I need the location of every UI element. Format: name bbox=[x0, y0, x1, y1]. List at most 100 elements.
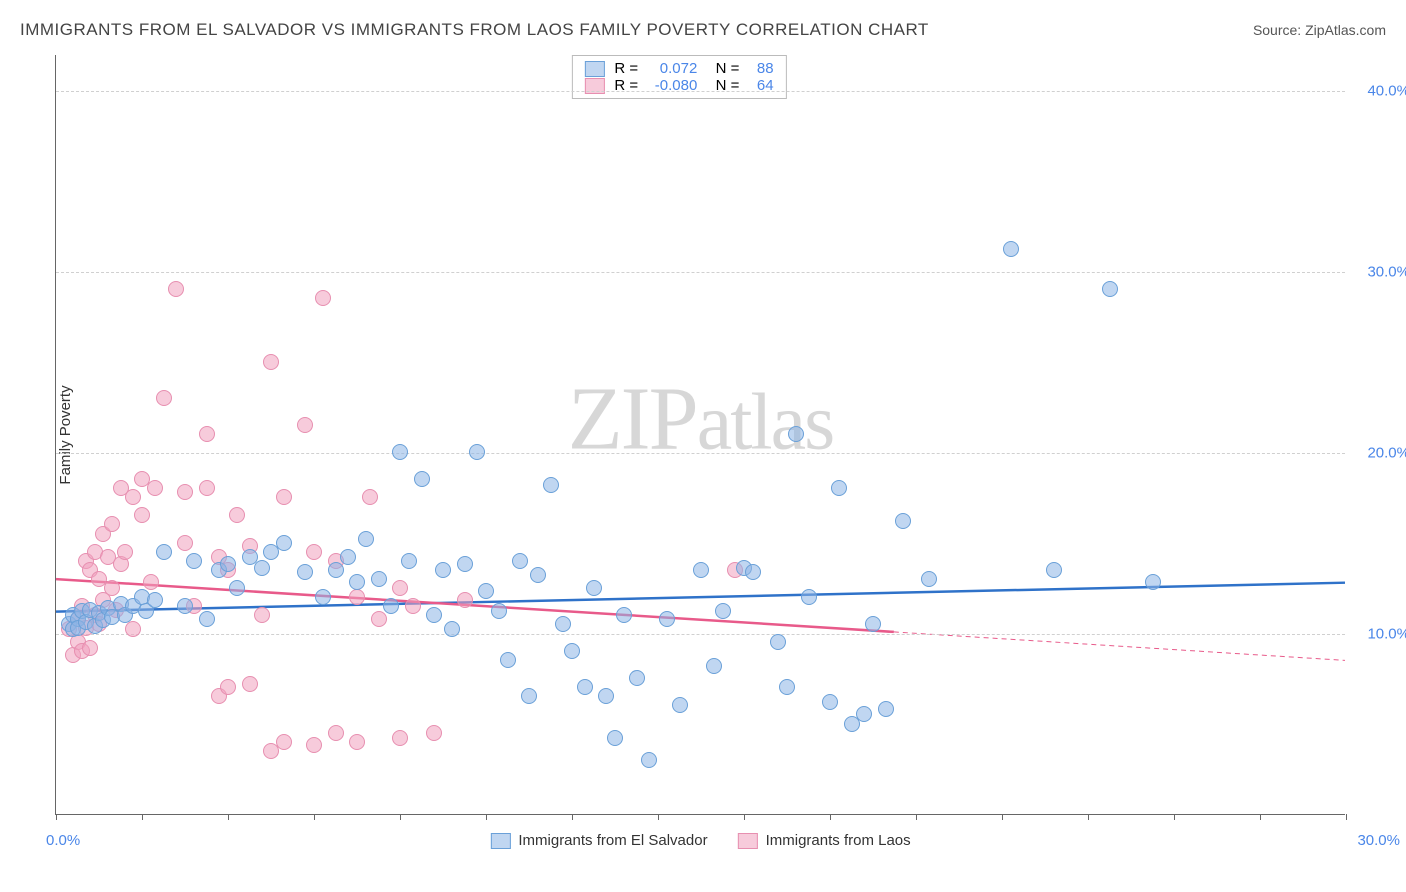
series-legend: Immigrants from El Salvador Immigrants fr… bbox=[490, 832, 910, 849]
data-point-el_salvador bbox=[340, 549, 356, 565]
data-point-el_salvador bbox=[607, 730, 623, 746]
data-point-el_salvador bbox=[297, 564, 313, 580]
data-point-laos bbox=[125, 489, 141, 505]
data-point-laos bbox=[328, 725, 344, 741]
data-point-el_salvador bbox=[706, 658, 722, 674]
data-point-el_salvador bbox=[715, 603, 731, 619]
series-label: Immigrants from Laos bbox=[766, 832, 911, 849]
y-axis-title: Family Poverty bbox=[57, 385, 74, 484]
x-tick bbox=[142, 814, 143, 820]
data-point-laos bbox=[82, 640, 98, 656]
y-tick-label: 30.0% bbox=[1367, 264, 1406, 281]
data-point-el_salvador bbox=[521, 688, 537, 704]
series-legend-item-el_salvador: Immigrants from El Salvador bbox=[490, 832, 707, 849]
data-point-laos bbox=[276, 489, 292, 505]
data-point-laos bbox=[315, 290, 331, 306]
data-point-el_salvador bbox=[555, 616, 571, 632]
data-point-el_salvador bbox=[254, 560, 270, 576]
data-point-laos bbox=[405, 598, 421, 614]
data-point-laos bbox=[220, 679, 236, 695]
x-tick bbox=[1174, 814, 1175, 820]
trend-lines-layer bbox=[56, 55, 1345, 814]
data-point-laos bbox=[125, 621, 141, 637]
x-tick bbox=[916, 814, 917, 820]
legend-swatch bbox=[584, 61, 604, 77]
data-point-laos bbox=[426, 725, 442, 741]
data-point-laos bbox=[306, 737, 322, 753]
data-point-el_salvador bbox=[328, 562, 344, 578]
n-value: N = 88 bbox=[707, 60, 773, 77]
data-point-el_salvador bbox=[435, 562, 451, 578]
data-point-el_salvador bbox=[543, 477, 559, 493]
data-point-laos bbox=[229, 507, 245, 523]
data-point-el_salvador bbox=[659, 611, 675, 627]
data-point-laos bbox=[349, 734, 365, 750]
data-point-el_salvador bbox=[383, 598, 399, 614]
y-tick-label: 20.0% bbox=[1367, 445, 1406, 462]
y-tick-label: 10.0% bbox=[1367, 626, 1406, 643]
y-tick-label: 40.0% bbox=[1367, 83, 1406, 100]
data-point-el_salvador bbox=[401, 553, 417, 569]
gridline bbox=[56, 634, 1345, 635]
data-point-el_salvador bbox=[512, 553, 528, 569]
data-point-el_salvador bbox=[349, 574, 365, 590]
data-point-el_salvador bbox=[672, 697, 688, 713]
x-tick bbox=[486, 814, 487, 820]
source-prefix: Source: bbox=[1253, 22, 1305, 38]
stats-legend-row-el_salvador: R = 0.072 N = 88 bbox=[584, 60, 773, 77]
data-point-el_salvador bbox=[577, 679, 593, 695]
data-point-el_salvador bbox=[469, 444, 485, 460]
x-axis-min-label: 0.0% bbox=[46, 832, 80, 849]
data-point-el_salvador bbox=[478, 583, 494, 599]
gridline bbox=[56, 272, 1345, 273]
series-legend-item-laos: Immigrants from Laos bbox=[738, 832, 911, 849]
series-label: Immigrants from El Salvador bbox=[518, 832, 707, 849]
data-point-el_salvador bbox=[1003, 241, 1019, 257]
data-point-el_salvador bbox=[693, 562, 709, 578]
data-point-el_salvador bbox=[358, 531, 374, 547]
data-point-laos bbox=[199, 480, 215, 496]
stats-legend: R = 0.072 N = 88R = -0.080 N = 64 bbox=[571, 55, 786, 99]
data-point-el_salvador bbox=[801, 589, 817, 605]
data-point-el_salvador bbox=[822, 694, 838, 710]
data-point-laos bbox=[276, 734, 292, 750]
data-point-laos bbox=[143, 574, 159, 590]
data-point-el_salvador bbox=[156, 544, 172, 560]
data-point-laos bbox=[117, 544, 133, 560]
x-tick bbox=[314, 814, 315, 820]
watermark: ZIPatlas bbox=[568, 368, 834, 471]
data-point-el_salvador bbox=[1102, 281, 1118, 297]
data-point-el_salvador bbox=[371, 571, 387, 587]
data-point-laos bbox=[457, 592, 473, 608]
data-point-laos bbox=[349, 589, 365, 605]
data-point-el_salvador bbox=[856, 706, 872, 722]
data-point-el_salvador bbox=[641, 752, 657, 768]
data-point-laos bbox=[177, 535, 193, 551]
data-point-el_salvador bbox=[616, 607, 632, 623]
data-point-laos bbox=[104, 516, 120, 532]
trend-line-dashed-laos bbox=[894, 632, 1345, 660]
data-point-el_salvador bbox=[598, 688, 614, 704]
data-point-el_salvador bbox=[199, 611, 215, 627]
data-point-laos bbox=[254, 607, 270, 623]
source-link[interactable]: ZipAtlas.com bbox=[1305, 22, 1386, 38]
data-point-laos bbox=[104, 580, 120, 596]
data-point-el_salvador bbox=[186, 553, 202, 569]
x-tick bbox=[228, 814, 229, 820]
gridline bbox=[56, 91, 1345, 92]
data-point-el_salvador bbox=[788, 426, 804, 442]
x-tick bbox=[744, 814, 745, 820]
r-value: R = 0.072 bbox=[614, 60, 697, 77]
data-point-laos bbox=[242, 676, 258, 692]
legend-swatch bbox=[490, 833, 510, 849]
data-point-el_salvador bbox=[770, 634, 786, 650]
data-point-laos bbox=[134, 507, 150, 523]
data-point-el_salvador bbox=[831, 480, 847, 496]
x-tick bbox=[56, 814, 57, 820]
data-point-el_salvador bbox=[276, 535, 292, 551]
data-point-el_salvador bbox=[220, 556, 236, 572]
data-point-el_salvador bbox=[1145, 574, 1161, 590]
data-point-laos bbox=[168, 281, 184, 297]
data-point-el_salvador bbox=[1046, 562, 1062, 578]
data-point-laos bbox=[371, 611, 387, 627]
